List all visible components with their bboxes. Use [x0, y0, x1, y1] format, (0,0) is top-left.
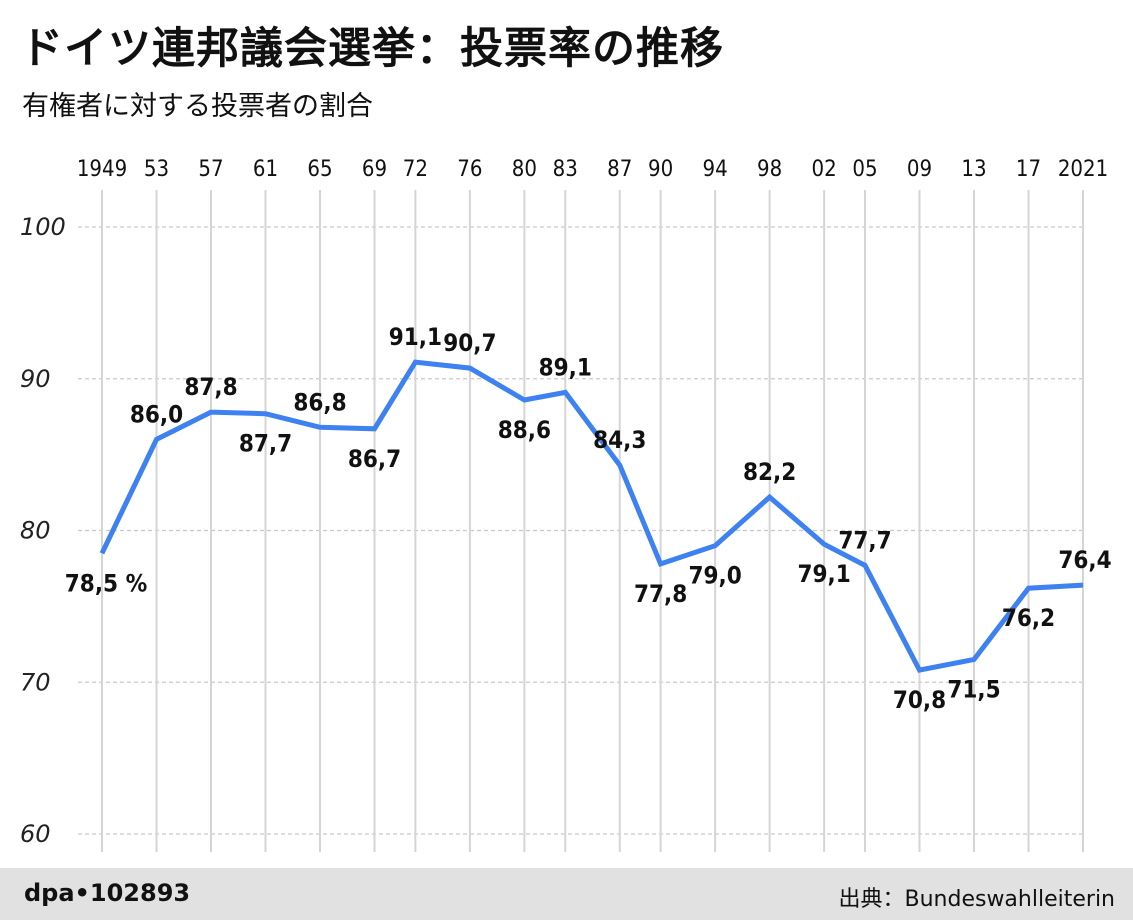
- x-tick-label: 17: [1016, 157, 1041, 182]
- y-tick-label: 70: [20, 668, 51, 696]
- x-tick-label: 69: [362, 157, 387, 182]
- data-label: 79,1: [797, 560, 850, 588]
- data-label: 70,8: [893, 686, 946, 714]
- y-tick-label: 100: [20, 213, 66, 241]
- dpa-credit: dpa•102893: [24, 879, 191, 907]
- footer-bar: dpa•102893 出典：Bundeswahlleiterin: [0, 868, 1133, 920]
- x-tick-label: 87: [607, 157, 632, 182]
- x-tick-label: 90: [648, 157, 673, 182]
- data-label: 90,7: [443, 329, 496, 357]
- data-label: 76,2: [1002, 604, 1055, 632]
- y-tick-label: 80: [20, 517, 51, 545]
- x-tick-label: 2021: [1058, 157, 1108, 182]
- x-tick-label: 80: [512, 157, 537, 182]
- data-label: 88,6: [498, 416, 551, 444]
- x-tick-label: 53: [144, 157, 169, 182]
- data-label: 76,4: [1058, 546, 1111, 574]
- source-note: 出典：Bundeswahlleiterin: [838, 887, 1116, 912]
- x-tick-label: 61: [253, 157, 278, 182]
- data-label: 71,5: [947, 675, 1000, 703]
- turnout-line: [99, 359, 1084, 673]
- data-label: 87,7: [239, 430, 292, 458]
- y-tick-label: 90: [20, 365, 51, 393]
- x-tick-label: 1949: [77, 157, 127, 182]
- x-tick-label: 76: [457, 157, 482, 182]
- x-tick-label: 72: [403, 157, 428, 182]
- x-tick-label: 05: [852, 157, 877, 182]
- y-tick-label: 60: [20, 820, 51, 848]
- x-tick-label: 65: [307, 157, 332, 182]
- data-label: 89,1: [539, 353, 592, 381]
- x-tick-label: 02: [812, 157, 837, 182]
- x-tick-label: 09: [907, 157, 932, 182]
- x-tick-label: 98: [757, 157, 782, 182]
- data-label: 82,2: [743, 458, 796, 486]
- data-label: 86,0: [130, 400, 183, 428]
- data-label: 79,0: [688, 562, 741, 590]
- x-tick-label: 57: [198, 157, 223, 182]
- data-label: 91,1: [389, 323, 442, 351]
- x-tick-label: 83: [553, 157, 578, 182]
- data-label: 78,5 %: [65, 569, 147, 597]
- data-label: 87,8: [184, 373, 237, 401]
- data-label: 77,7: [838, 526, 891, 554]
- data-label: 86,8: [293, 388, 346, 416]
- data-label: 86,7: [348, 445, 401, 473]
- turnout-line-chart: 60 70 80 90 100 1949 53 57 61 65 69 72 76 80 83 87 90 94 9…: [20, 157, 1112, 852]
- chart-subtitle: 有権者に対する投票者の割合: [22, 91, 373, 122]
- data-label: 77,8: [634, 580, 687, 608]
- data-label: 84,3: [593, 426, 646, 454]
- x-tick-label: 13: [961, 157, 986, 182]
- x-tick-label: 94: [703, 157, 728, 182]
- chart-title: ドイツ連邦議会選挙：投票率の推移: [20, 24, 724, 74]
